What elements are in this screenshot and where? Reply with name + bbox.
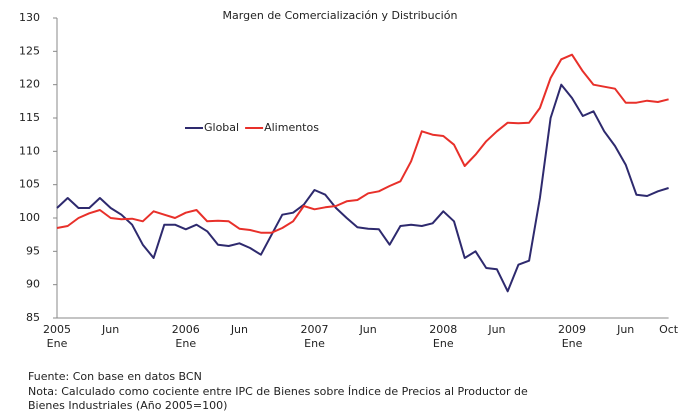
- x-tick-label: Jun: [101, 323, 119, 336]
- x-tick-label: 2008 Ene: [429, 323, 457, 350]
- y-tick-label: 100: [19, 211, 40, 224]
- x-tick-label-line: Jun: [101, 323, 119, 336]
- x-tick-label: 2005 Ene: [43, 323, 71, 350]
- x-tick-label-line: Ene: [47, 337, 68, 350]
- x-tick-label-line: Oct: [659, 323, 679, 336]
- note: Bienes Industriales (Año 2005=100): [28, 399, 227, 412]
- x-tick-label-line: 2005: [43, 323, 71, 336]
- x-tick-label-line: Ene: [562, 337, 583, 350]
- note: Fuente: Con base en datos BCN: [28, 370, 202, 383]
- y-tick-label: 85: [26, 311, 40, 324]
- x-tick-label: Jun: [359, 323, 377, 336]
- x-tick-label-line: 2008: [429, 323, 457, 336]
- x-tick-label-line: 2006: [172, 323, 200, 336]
- y-tick-label: 130: [19, 11, 40, 24]
- legend-label: Global: [204, 121, 239, 134]
- x-tick-label-line: Jun: [359, 323, 377, 336]
- x-tick-label: 2009 Ene: [558, 323, 586, 350]
- legend-label: Alimentos: [264, 121, 319, 134]
- x-tick-label-line: Ene: [433, 337, 454, 350]
- x-tick-label: Oct: [659, 323, 679, 336]
- x-tick-label-line: 2009: [558, 323, 586, 336]
- x-tick-label-line: Jun: [230, 323, 248, 336]
- x-tick-label: 2007 Ene: [301, 323, 329, 350]
- x-tick-label: Jun: [230, 323, 248, 336]
- y-tick-label: 115: [19, 111, 40, 124]
- x-tick-label-line: Jun: [487, 323, 505, 336]
- x-tick-label: 2006 Ene: [172, 323, 200, 350]
- y-tick-label: 110: [19, 144, 40, 157]
- y-tick-label: 120: [19, 78, 40, 91]
- y-tick-label: 125: [19, 44, 40, 57]
- x-tick-label-line: Ene: [304, 337, 325, 350]
- x-tick-label: Jun: [616, 323, 634, 336]
- chart-title: Margen de Comercialización y Distribució…: [223, 9, 458, 22]
- x-tick-label: Jun: [487, 323, 505, 336]
- series-line: [56, 83, 669, 293]
- note: Nota: Calculado como cociente entre IPC …: [28, 385, 528, 398]
- series-line: [56, 53, 669, 234]
- y-tick-label: 95: [26, 244, 40, 257]
- y-tick-label: 105: [19, 178, 40, 191]
- x-tick-label-line: Ene: [175, 337, 196, 350]
- x-tick-label-line: 2007: [301, 323, 329, 336]
- y-tick-label: 90: [26, 278, 40, 291]
- x-tick-label-line: Jun: [616, 323, 634, 336]
